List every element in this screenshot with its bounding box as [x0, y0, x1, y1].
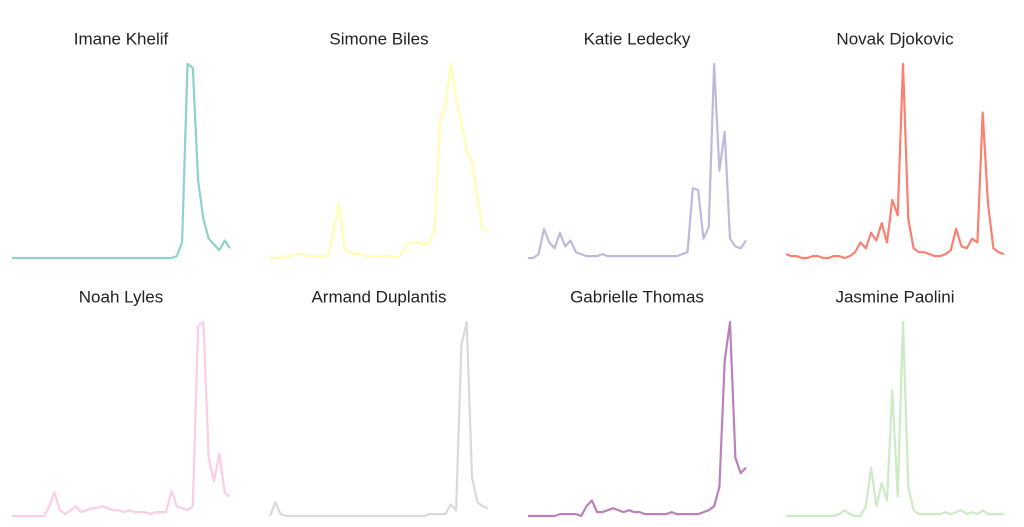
panel-title: Jasmine Paolini — [835, 287, 954, 306]
panel-title: Simone Biles — [329, 29, 428, 48]
panel-title: Novak Djokovic — [836, 29, 954, 48]
series-line — [268, 320, 489, 518]
series-line — [12, 320, 231, 518]
series-line — [528, 320, 747, 518]
series-line — [785, 62, 1005, 260]
panel-title: Noah Lyles — [79, 287, 163, 306]
series-line — [786, 320, 1004, 518]
series-line — [12, 62, 231, 260]
panel-title: Katie Ledecky — [584, 29, 691, 48]
panel-title: Imane Khelif — [74, 29, 169, 48]
panel-title: Gabrielle Thomas — [570, 287, 704, 306]
panel-title: Armand Duplantis — [311, 287, 446, 306]
series-line — [270, 62, 489, 260]
series-line — [528, 62, 747, 260]
